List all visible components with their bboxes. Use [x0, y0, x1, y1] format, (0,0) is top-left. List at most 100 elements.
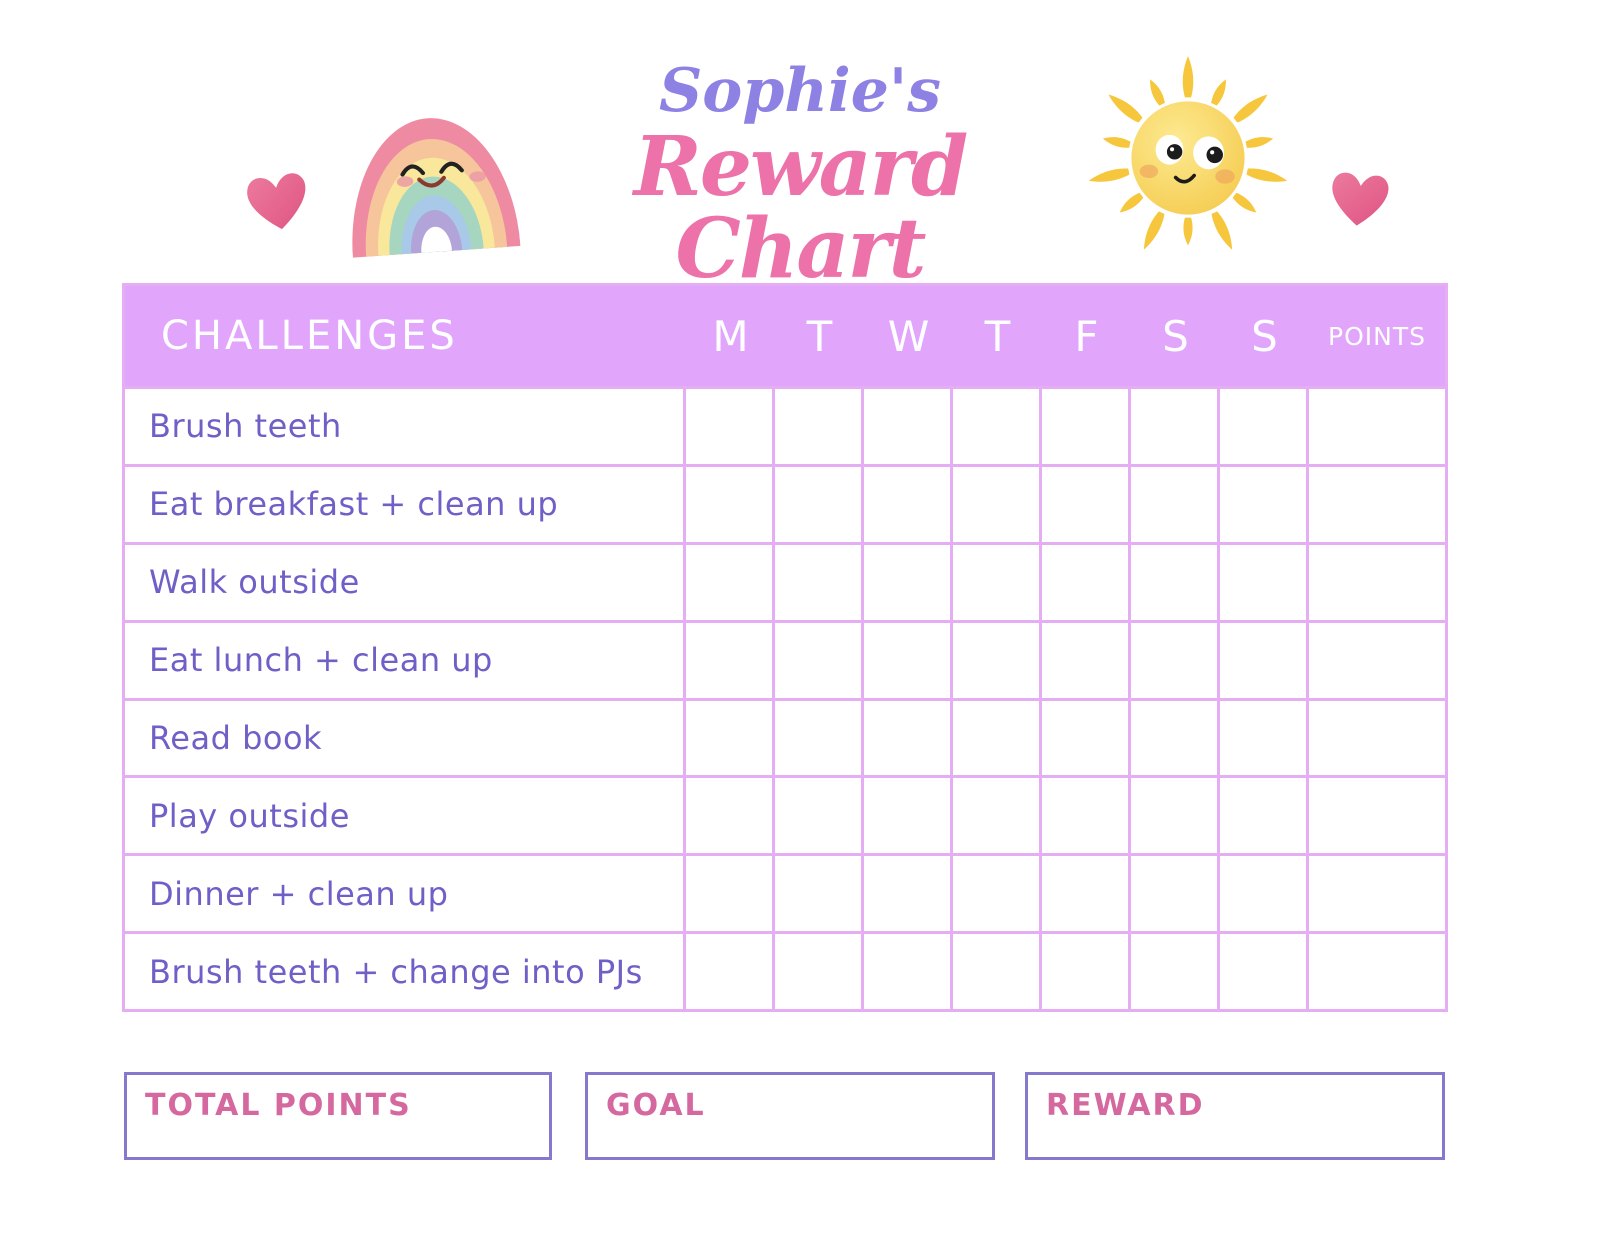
day-cell	[1042, 389, 1128, 464]
day-cell	[686, 700, 772, 776]
challenge-label: Play outside	[125, 778, 683, 854]
challenge-label: Eat lunch + clean up	[125, 622, 683, 698]
day-cell	[1220, 934, 1306, 1009]
challenge-label: Brush teeth + change into PJs	[125, 934, 683, 1009]
day-header-saturday: S	[1162, 311, 1189, 361]
challenge-label: Read book	[125, 700, 683, 776]
rainbow-eye-right	[439, 161, 464, 174]
day-cell	[1131, 856, 1217, 932]
reward-table: CHALLENGES M T W T F S S POINTS Brush te…	[122, 283, 1448, 1012]
points-header: POINTS	[1328, 321, 1426, 351]
challenges-header: CHALLENGES	[161, 313, 458, 359]
day-cell	[686, 389, 772, 464]
day-cell	[775, 700, 861, 776]
heart-icon	[247, 173, 306, 230]
day-cell	[864, 466, 950, 542]
day-header-wednesday: W	[887, 311, 930, 361]
day-header-friday: F	[1074, 311, 1099, 361]
day-cell	[1131, 466, 1217, 542]
day-cell	[864, 856, 950, 932]
day-cell	[775, 466, 861, 542]
day-cell	[1131, 544, 1217, 620]
day-cell	[1042, 544, 1128, 620]
day-cell	[864, 700, 950, 776]
day-cell	[1220, 466, 1306, 542]
reward-box: REWARD	[1025, 1072, 1445, 1160]
day-cell	[686, 856, 772, 932]
reward-label: REWARD	[1046, 1088, 1205, 1123]
day-cell	[953, 622, 1039, 698]
day-cell	[1042, 700, 1128, 776]
day-cell	[775, 856, 861, 932]
day-cell	[686, 544, 772, 620]
day-cell	[686, 622, 772, 698]
challenge-label: Walk outside	[125, 544, 683, 620]
total-points-label: TOTAL POINTS	[145, 1088, 412, 1123]
day-cell	[1131, 389, 1217, 464]
day-cell	[953, 544, 1039, 620]
points-cell	[1309, 622, 1445, 698]
points-cell	[1309, 778, 1445, 854]
goal-label: GOAL	[606, 1088, 706, 1123]
day-cell	[1042, 466, 1128, 542]
day-cell	[953, 466, 1039, 542]
points-cell	[1309, 389, 1445, 464]
points-cell	[1309, 856, 1445, 932]
day-cell	[1042, 778, 1128, 854]
sun-smile	[1173, 173, 1196, 184]
points-cell	[1309, 700, 1445, 776]
day-cell	[864, 778, 950, 854]
day-cell	[864, 544, 950, 620]
day-cell	[1042, 622, 1128, 698]
day-cell	[953, 778, 1039, 854]
title-main: Reward Chart	[633, 119, 969, 297]
day-cell	[1220, 389, 1306, 464]
heart-icon	[1332, 172, 1389, 226]
day-cell	[1220, 700, 1306, 776]
day-cell	[864, 622, 950, 698]
day-cell	[1131, 934, 1217, 1009]
day-cell	[775, 622, 861, 698]
rainbow-icon	[352, 118, 521, 258]
challenge-label: Brush teeth	[125, 389, 683, 464]
day-header-tuesday: T	[806, 311, 833, 361]
challenge-label: Dinner + clean up	[125, 856, 683, 932]
day-cell	[953, 700, 1039, 776]
challenge-label: Eat breakfast + clean up	[125, 466, 683, 542]
day-cell	[686, 466, 772, 542]
day-cell	[1131, 622, 1217, 698]
day-header-thursday: T	[984, 311, 1011, 361]
day-cell	[953, 934, 1039, 1009]
points-cell	[1309, 544, 1445, 620]
points-cell	[1309, 934, 1445, 1009]
day-cell	[1220, 544, 1306, 620]
goal-box: GOAL	[585, 1072, 995, 1160]
day-cell	[775, 778, 861, 854]
rainbow-smile	[417, 175, 446, 188]
day-header-monday: M	[712, 311, 749, 361]
points-cell	[1309, 466, 1445, 542]
rainbow-eye-left	[400, 164, 425, 177]
day-cell	[1220, 778, 1306, 854]
page-title: Sophie's Reward Chart	[540, 58, 1060, 290]
day-cell	[1220, 856, 1306, 932]
table-body: Brush teeth Eat breakfast + clean up Wal…	[125, 389, 1445, 1009]
total-points-box: TOTAL POINTS	[124, 1072, 552, 1160]
day-cell	[953, 389, 1039, 464]
day-cell	[1220, 622, 1306, 698]
title-name: Sophie's	[658, 56, 942, 126]
day-cell	[1042, 934, 1128, 1009]
day-cell	[1131, 700, 1217, 776]
day-cell	[775, 544, 861, 620]
sun-icon	[1088, 56, 1288, 250]
day-cell	[864, 389, 950, 464]
day-cell	[1042, 856, 1128, 932]
table-header-row: CHALLENGES M T W T F S S POINTS	[125, 286, 1445, 386]
day-cell	[775, 389, 861, 464]
day-cell	[686, 778, 772, 854]
day-cell	[953, 856, 1039, 932]
day-cell	[864, 934, 950, 1009]
day-cell	[775, 934, 861, 1009]
day-cell	[686, 934, 772, 1009]
